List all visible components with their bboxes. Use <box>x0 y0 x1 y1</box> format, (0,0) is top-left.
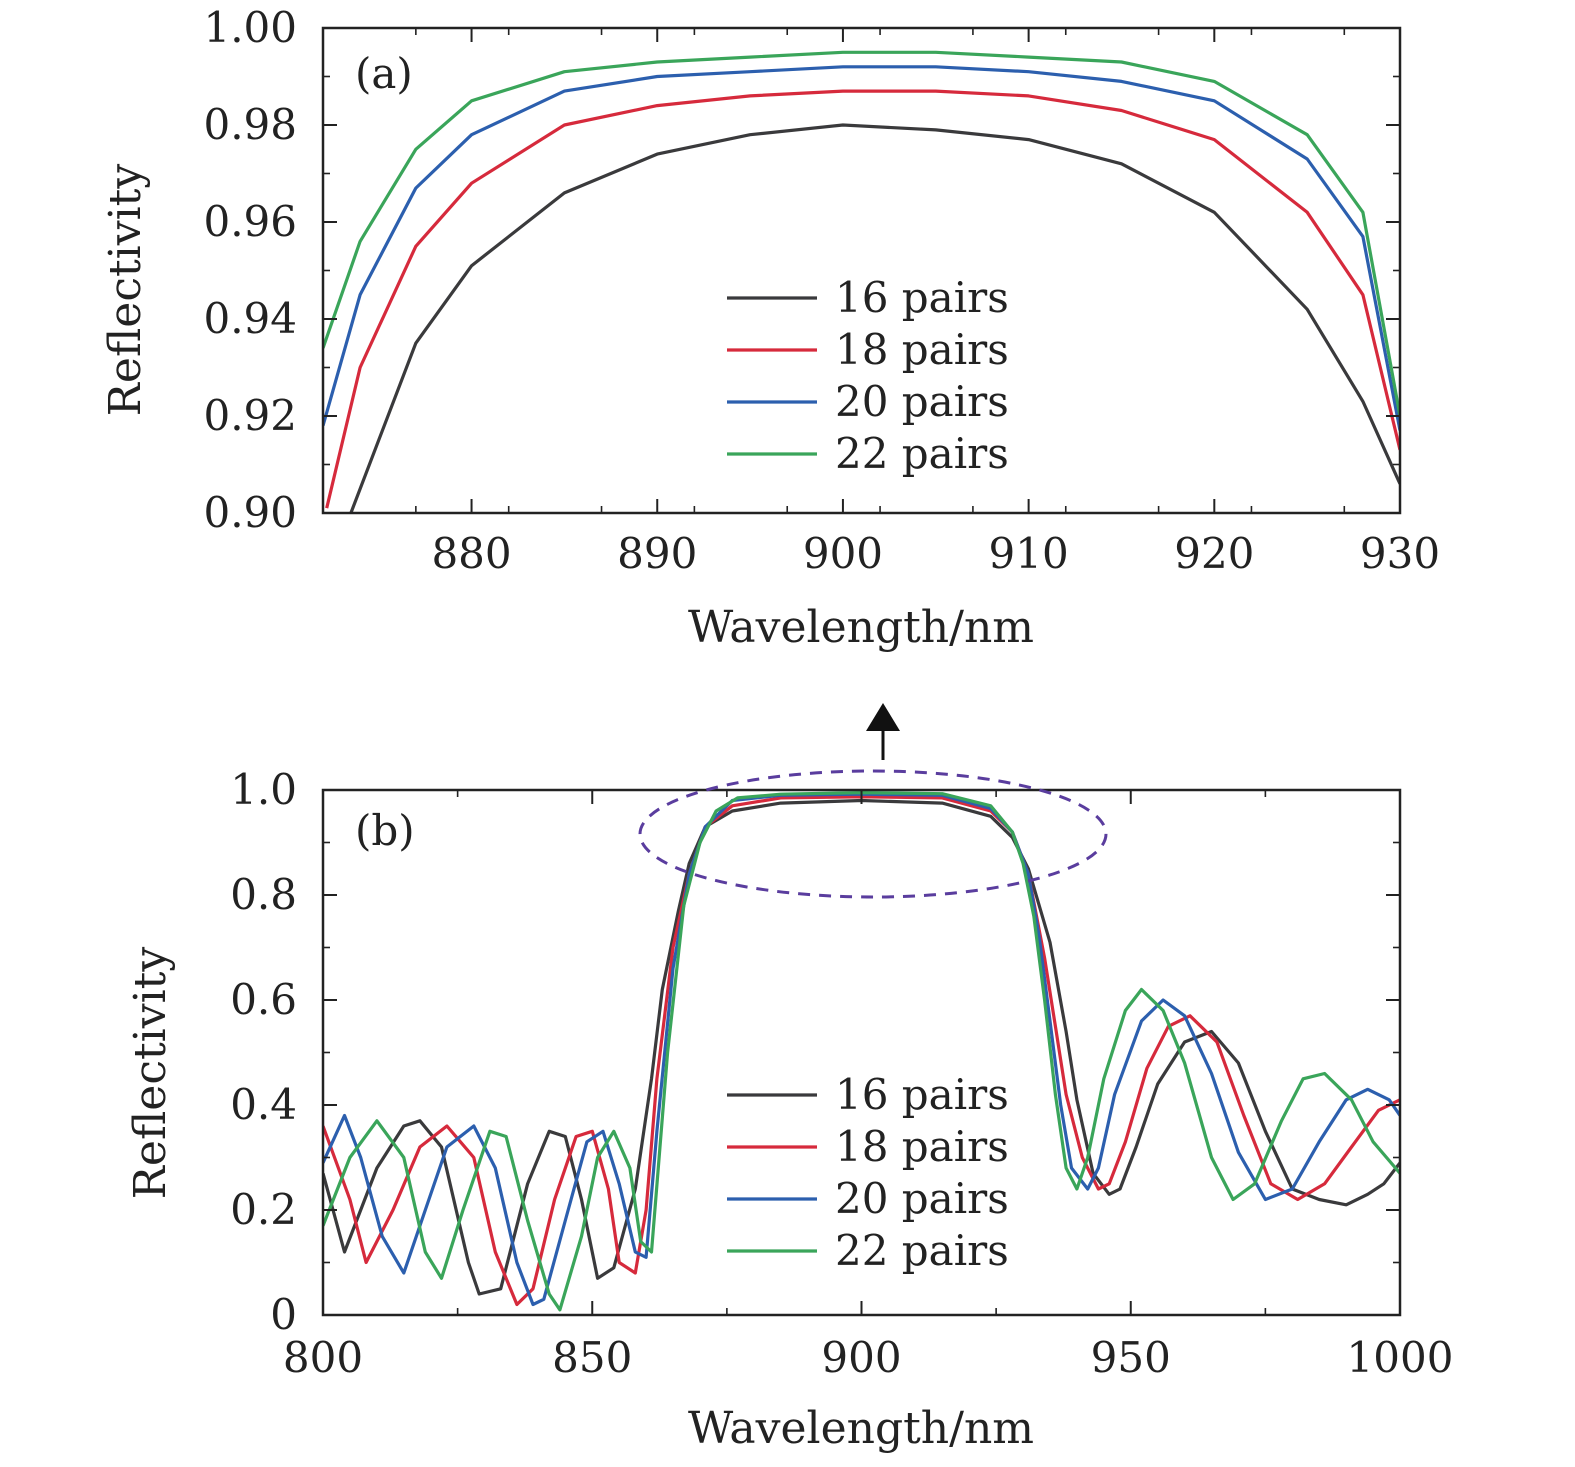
panel-b-chart: 800 850 900 950 1000 0 0.2 0.4 0.6 0.8 1.0 Waveleng… <box>125 765 1453 1454</box>
panel-tag: (a) <box>355 49 413 98</box>
legend-label: 22 pairs <box>835 429 1009 478</box>
series-line-18-pairs <box>325 89 1400 509</box>
y-tick-label: 0.96 <box>203 197 297 246</box>
zoom-annotation <box>638 703 1108 899</box>
legend-label: 18 pairs <box>835 325 1009 374</box>
legend-label: 16 pairs <box>835 273 1009 322</box>
x-tick-label: 880 <box>431 529 511 578</box>
y-tick-label: 1.00 <box>203 3 297 52</box>
zoom-ellipse <box>638 769 1108 899</box>
legend-label: 16 pairs <box>835 1070 1009 1119</box>
panel-tag: (b) <box>355 806 415 855</box>
x-tick-label: 930 <box>1360 529 1440 578</box>
y-tick-label: 0.94 <box>203 294 297 343</box>
y-tick-label: 1.0 <box>230 765 297 814</box>
x-axis-title: Wavelength/nm <box>688 1403 1034 1454</box>
series-line-16-pairs <box>323 798 1400 1296</box>
x-tick-label: 910 <box>989 529 1069 578</box>
legend-label: 20 pairs <box>835 1174 1009 1223</box>
y-tick-label: 0.90 <box>203 488 297 537</box>
legend-label: 18 pairs <box>835 1122 1009 1171</box>
x-tick-label: 900 <box>803 529 883 578</box>
x-tick-label: 1000 <box>1347 1333 1454 1382</box>
y-tick-label: 0.4 <box>230 1080 297 1129</box>
x-tick-label: 950 <box>1091 1333 1171 1382</box>
x-tick-label: 800 <box>283 1333 363 1382</box>
panel-a-chart: 880 890 900 910 920 930 0.90 0.92 0.94 0.96 0.98 1.… <box>100 3 1440 653</box>
y-axis-title: Reflectivity <box>125 947 176 1200</box>
series-line-18-pairs <box>323 795 1400 1307</box>
x-axis-title: Wavelength/nm <box>688 602 1034 653</box>
zoom-arrow-head <box>866 703 900 731</box>
y-tick-label: 0.98 <box>203 100 297 149</box>
y-tick-label: 0.92 <box>203 391 297 440</box>
x-tick-label: 850 <box>552 1333 632 1382</box>
y-tick-label: 0 <box>270 1290 297 1339</box>
y-tick-label: 0.2 <box>230 1185 297 1234</box>
y-tick-label: 0.6 <box>230 975 297 1024</box>
series-line-22-pairs <box>323 50 1400 417</box>
series-line-16-pairs <box>349 123 1400 513</box>
legend-label: 22 pairs <box>835 1226 1009 1275</box>
x-tick-label: 920 <box>1174 529 1254 578</box>
y-tick-label: 0.8 <box>230 870 297 919</box>
x-tick-label: 890 <box>617 529 697 578</box>
series-line-20-pairs <box>323 65 1400 431</box>
y-axis-title: Reflectivity <box>100 164 151 417</box>
x-tick-label: 900 <box>821 1333 901 1382</box>
legend-label: 20 pairs <box>835 377 1009 426</box>
